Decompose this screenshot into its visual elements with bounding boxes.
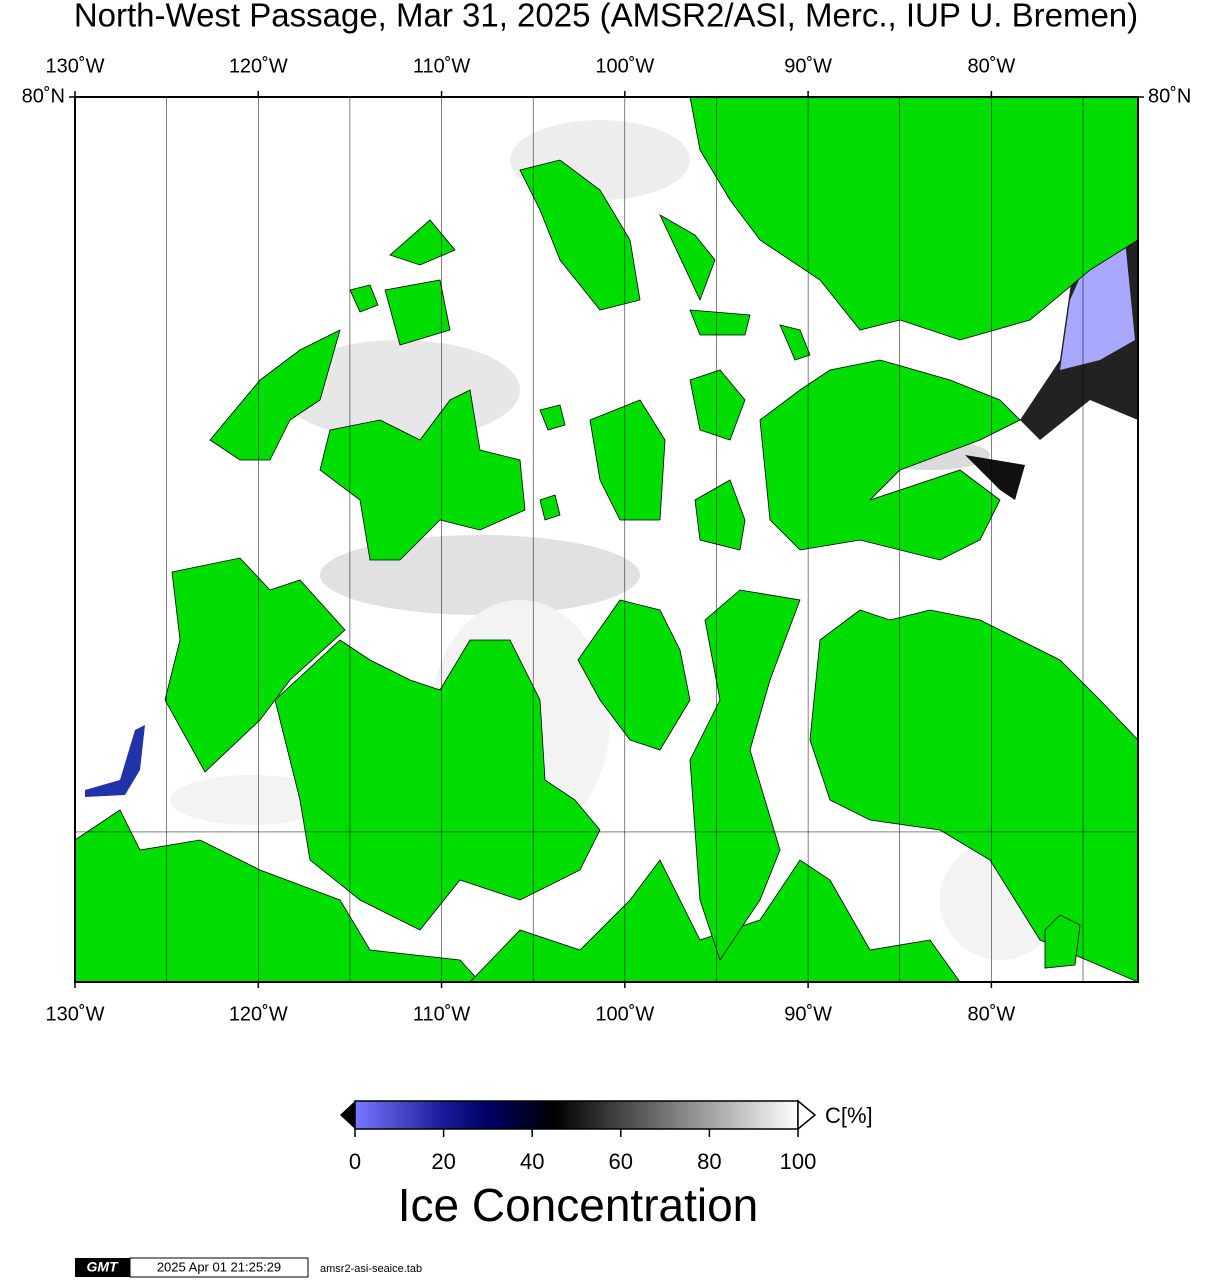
banks-island [164,557,346,773]
island [589,399,666,521]
land [75,97,1138,982]
logo-box [75,1258,130,1277]
x-tick-label-top: 80˚W [967,55,1015,77]
island [384,279,451,346]
melville-island [209,329,341,461]
island [389,219,456,266]
island [694,479,746,551]
island [539,494,561,521]
x-tick-label-bottom: 80˚W [967,1003,1015,1025]
colorbar-under [340,1101,355,1129]
devon-island [759,359,1021,561]
island [539,404,566,431]
colorbar-tick-label: 100 [780,1149,817,1174]
low-ice-region [85,215,1138,797]
map-frame [74,96,1139,983]
file-name: amsr2-asi-seaice.tab [320,1263,422,1275]
map-area [75,97,1138,982]
island [779,324,811,361]
x-tick-label-bottom: 90˚W [784,1003,832,1025]
timestamp: 2025 Apr 01 21:25:29 [157,1259,281,1274]
ellesmere-island [689,97,1138,341]
colorbar-tick-label: 20 [431,1149,455,1174]
x-tick-label-bottom: 100˚W [595,1003,654,1025]
y-tick-label-right: 80˚N [1148,85,1191,107]
colorbar-tick-label: 60 [609,1149,633,1174]
map-title: North-West Passage, Mar 31, 2025 (AMSR2/… [74,0,1138,34]
graticule [75,97,1138,982]
colorbar-tick-label: 0 [349,1149,361,1174]
mainland-east [469,859,961,982]
x-tick-label-bottom: 130˚W [46,1003,105,1025]
x-tick-label-top: 120˚W [229,55,288,77]
colorbar-title: Ice Concentration [398,1179,759,1231]
x-tick-label-top: 90˚W [784,55,832,77]
island [349,284,379,313]
mainland-west [75,809,481,982]
axel-heiberg-island [519,159,641,311]
colorbar-bar [354,1100,799,1130]
x-tick-label-top: 110˚W [413,55,471,77]
timestamp-box [129,1257,309,1278]
y-tick-label-left: 80˚N [22,85,65,107]
x-tick-label-bottom: 110˚W [413,1003,471,1025]
island [659,214,716,302]
island [689,309,751,336]
colorbar: C[%] Ice Concentration 0 20 40 60 80 100 [340,1099,873,1231]
colorbar-tick-label: 80 [697,1149,721,1174]
island [1044,914,1081,969]
logo: GMT [86,1259,119,1275]
colorbar-over [797,1099,817,1131]
victoria-island [274,639,601,931]
x-tick-label-top: 100˚W [595,55,654,77]
colorbar-unit: C[%] [825,1103,873,1128]
king-william-island [577,599,691,751]
footer: GMT 2025 Apr 01 21:25:29 amsr2-asi-seaic… [75,1257,422,1278]
baffin-island [809,609,1138,982]
colorbar-tick-label: 40 [520,1149,544,1174]
x-tick-label-top: 130˚W [46,55,105,77]
island [689,369,746,441]
bathurst-island [319,389,526,561]
x-tick-label-bottom: 120˚W [229,1003,288,1025]
